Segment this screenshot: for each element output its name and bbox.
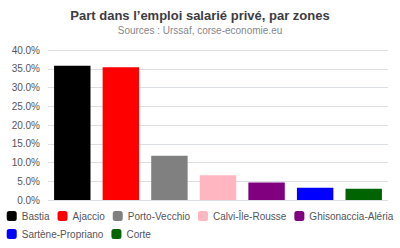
svg-text:Corte: Corte [126, 229, 151, 240]
svg-text:Bastia: Bastia [22, 211, 50, 222]
svg-text:5.0%: 5.0% [17, 176, 40, 187]
svg-text:Part dans l’emploi salarié pri: Part dans l’emploi salarié privé, par zo… [70, 8, 329, 23]
svg-text:10.0%: 10.0% [12, 157, 40, 168]
svg-text:40.0%: 40.0% [12, 45, 40, 56]
svg-text:Sartène-Propriano: Sartène-Propriano [22, 229, 104, 240]
svg-text:30.0%: 30.0% [12, 82, 40, 93]
svg-text:Porto-Vecchio: Porto-Vecchio [128, 211, 191, 222]
svg-text:Calvi-Île-Rousse: Calvi-Île-Rousse [213, 210, 287, 222]
svg-text:0.0%: 0.0% [17, 195, 40, 206]
svg-text:20.0%: 20.0% [12, 120, 40, 131]
svg-text:Ajaccio: Ajaccio [73, 211, 106, 222]
svg-text:15.0%: 15.0% [12, 138, 40, 149]
svg-text:25.0%: 25.0% [12, 101, 40, 112]
svg-text:Sources : Urssaf, corse-econom: Sources : Urssaf, corse-economie.eu [118, 25, 283, 36]
svg-text:35.0%: 35.0% [12, 63, 40, 74]
svg-text:Ghisonaccia-Aléria: Ghisonaccia-Aléria [309, 211, 393, 222]
